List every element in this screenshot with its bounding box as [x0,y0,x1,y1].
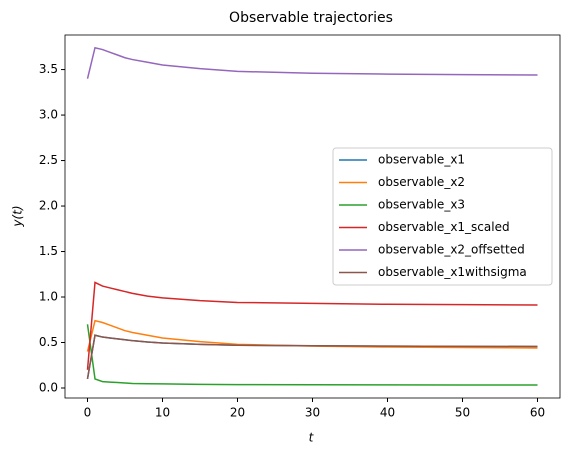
x-tick-label: 10 [155,406,170,420]
y-tick-label: 3.0 [39,108,58,122]
x-tick-label: 30 [305,406,320,420]
legend-label: observable_x2_offsetted [378,243,525,257]
series-line [86,334,538,380]
y-tick-label: 3.5 [39,62,58,76]
series-line [86,46,538,79]
x-tick-label: 0 [84,406,92,420]
legend-label: observable_x1 [378,153,465,167]
plot-frame [64,34,561,399]
legend-label: observable_x1withsigma [378,265,527,279]
y-tick-label: 1.5 [39,244,58,258]
chart-title: Observable trajectories [229,10,393,26]
series-line [86,324,538,386]
y-axis-label: y(t) [11,205,25,227]
x-tick-label: 60 [530,406,545,420]
series-line [86,319,538,352]
legend-box [332,147,553,286]
y-tick-label: 0.0 [39,380,58,394]
y-tick-label: 1.0 [39,290,58,304]
legend-label: observable_x3 [378,198,465,212]
x-tick-label: 50 [455,406,470,420]
legend-label: observable_x1_scaled [378,220,510,234]
x-axis-label: t [309,431,315,445]
legend-label: observable_x2 [378,175,465,189]
y-tick-label: 2.5 [39,153,58,167]
y-tick-label: 0.5 [39,335,58,349]
x-tick-label: 20 [230,406,245,420]
series-line [86,281,538,370]
y-tick-label: 2.0 [39,199,58,213]
x-tick-label: 40 [380,406,395,420]
